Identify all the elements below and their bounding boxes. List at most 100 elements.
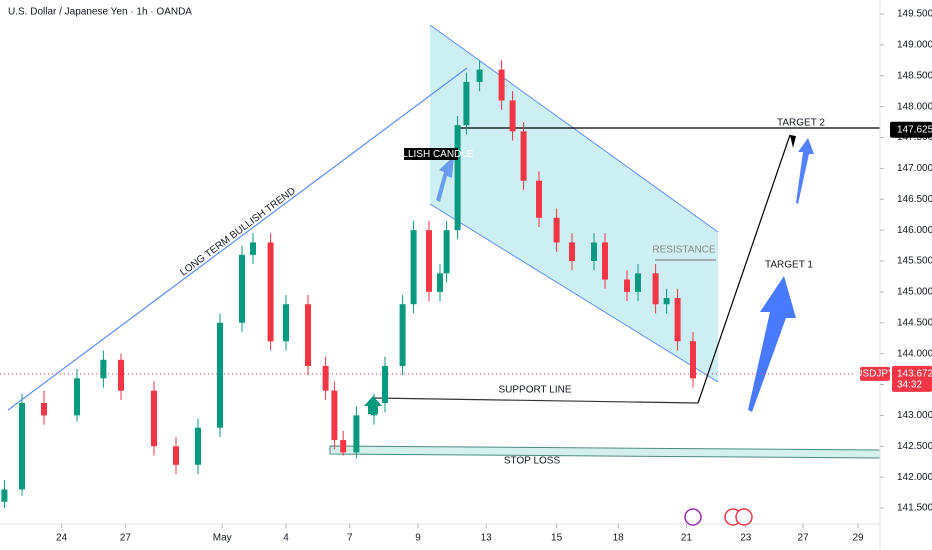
projection-arrowhead	[790, 135, 796, 148]
candle-body	[340, 440, 347, 453]
y-tick-label: 142.500	[897, 441, 932, 452]
candle-body	[382, 365, 388, 404]
candle-body	[553, 217, 560, 243]
candle-body	[520, 131, 527, 181]
x-tick-label: May	[213, 533, 232, 544]
candle-body	[217, 322, 223, 428]
y-tick-label: 144.500	[897, 317, 932, 328]
y-tick-label: 145.500	[897, 256, 932, 267]
arrow-target-1	[748, 276, 796, 412]
y-tick-label: 146.000	[897, 225, 932, 236]
candle-body	[41, 403, 47, 416]
candle-body	[250, 242, 256, 255]
candle-body	[569, 242, 575, 261]
candle-body	[498, 69, 505, 101]
countdown: 34:32	[897, 380, 922, 391]
y-tick-label: 142.000	[897, 472, 932, 483]
candle-body	[19, 403, 25, 490]
event-icon	[684, 508, 702, 526]
annotation: BULLISH CANDLE	[388, 149, 473, 160]
candle-body	[602, 242, 608, 280]
candle-body	[509, 100, 516, 132]
x-tick-label: 27	[797, 533, 809, 544]
symbol-tag	[860, 366, 890, 381]
candle-body	[239, 254, 245, 323]
candle-body	[74, 378, 80, 416]
x-tick-label: 13	[481, 533, 493, 544]
candle-body	[100, 359, 107, 379]
candle-body	[426, 230, 432, 292]
trend-line	[7, 67, 468, 411]
target-tag	[890, 121, 932, 138]
x-tick-label: 7	[347, 533, 353, 544]
symbol-label: USDJPY	[855, 369, 895, 380]
channel-bottom	[429, 203, 719, 383]
support-line	[371, 397, 699, 404]
candle-body	[591, 242, 597, 261]
x-tick-label: 27	[120, 533, 132, 544]
candle-body	[195, 427, 201, 465]
y-tick-label: 145.000	[897, 287, 932, 298]
candle-body	[331, 390, 338, 441]
candle-body	[399, 304, 406, 366]
candle-body	[536, 180, 542, 218]
chart-title: U.S. Dollar / Japanese Yen · 1h · OANDA	[8, 7, 192, 18]
y-tick-label: 144.000	[897, 348, 932, 359]
annotation-box	[404, 148, 458, 160]
x-tick-label: 29	[852, 533, 864, 544]
x-tick-label: 18	[613, 533, 625, 544]
candle-body	[267, 242, 274, 342]
annotation: RESISTANCE	[652, 245, 715, 256]
annotation: SUPPORT LINE	[499, 385, 572, 396]
y-tick-label: 147.000	[897, 163, 932, 174]
candle-body	[322, 365, 329, 391]
annotation: TARGET 2	[777, 118, 825, 129]
arrow-bullish	[436, 156, 454, 202]
target-price-label: 147.625	[897, 124, 932, 135]
price-tag	[892, 365, 932, 392]
x-axis: 24 27 May 4 7 9 13 15 18 21 23 27 29	[0, 523, 880, 544]
candle-body	[663, 298, 670, 305]
last-price-label: 143.672	[897, 369, 932, 380]
candle-body	[371, 403, 377, 416]
x-tick-label: 23	[740, 533, 752, 544]
candle-body	[652, 273, 659, 305]
y-tick-label: 143.000	[897, 410, 932, 421]
candle-body	[151, 390, 157, 447]
x-tick-label: 9	[415, 533, 421, 544]
candle-body	[437, 273, 443, 292]
y-tick-label: 149.500	[897, 9, 932, 20]
candle-body	[454, 125, 461, 231]
x-tick-label: 4	[283, 533, 289, 544]
annotation: TARGET 1	[765, 260, 813, 271]
candle-body	[624, 279, 630, 292]
x-tick-label: 21	[681, 533, 693, 544]
candle-body	[690, 341, 696, 379]
candle-body	[305, 304, 311, 366]
channel-fill	[430, 25, 718, 382]
y-tick-label: 141.500	[897, 503, 932, 514]
event-icon	[735, 508, 753, 526]
candle-body	[173, 446, 179, 465]
candle-body	[1, 489, 8, 502]
projection-line	[697, 134, 791, 404]
candle-body	[463, 81, 470, 126]
arrow-target-2	[796, 138, 814, 204]
candle-body	[443, 230, 450, 274]
annotation: STOP LOSS	[504, 456, 561, 467]
candle-body	[476, 69, 483, 82]
candle-body	[118, 359, 124, 391]
candle-body	[410, 230, 417, 305]
y-tick-label: 149.000	[897, 40, 932, 51]
candles	[1, 60, 696, 508]
candle-body	[635, 273, 641, 292]
x-tick-label: 15	[551, 533, 563, 544]
candle-body	[353, 415, 360, 453]
candle-body	[674, 298, 681, 342]
candle-body	[283, 304, 289, 342]
y-tick-label: 148.500	[897, 70, 932, 81]
x-tick-label: 24	[56, 533, 68, 544]
y-tick-label: 146.500	[897, 194, 932, 205]
y-tick-label: 148.000	[897, 101, 932, 112]
